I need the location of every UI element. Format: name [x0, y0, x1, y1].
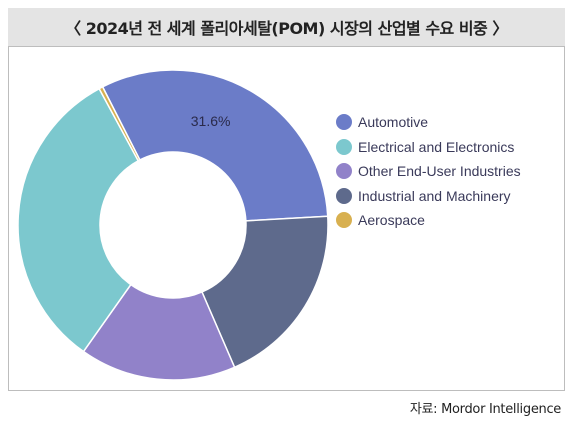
donut-slice-industrial-and-machinery	[201, 215, 329, 369]
donut-data-label: 31.6%	[191, 113, 231, 129]
legend-swatch	[336, 114, 352, 131]
donut-slice-electrical-and-electronics	[17, 87, 140, 353]
donut-slice-aerospace	[98, 85, 141, 162]
legend-swatch	[336, 163, 352, 180]
chart-legend: Automotive Electrical and Electronics Othe…	[336, 110, 521, 233]
legend-label: Aerospace	[358, 212, 425, 229]
source-note: 자료: Mordor Intelligence	[409, 402, 561, 417]
legend-swatch	[336, 212, 352, 229]
legend-item: Automotive	[336, 110, 521, 135]
legend-label: Industrial and Machinery	[358, 187, 511, 204]
legend-swatch	[336, 138, 352, 155]
legend-item: Aerospace	[336, 208, 521, 233]
legend-label: Electrical and Electronics	[358, 138, 515, 155]
legend-swatch	[336, 187, 352, 204]
legend-item: Other End-User Industries	[336, 159, 521, 184]
donut-slice-other-end-user-industries	[82, 283, 236, 381]
chart-title: 〈 2024년 전 세계 폴리아세탈(POM) 시장의 산업별 수요 비중 〉	[8, 8, 565, 46]
legend-item: Electrical and Electronics	[336, 135, 521, 160]
donut-slice-automotive	[101, 69, 329, 222]
legend-label: Other End-User Industries	[358, 163, 521, 180]
legend-item: Industrial and Machinery	[336, 184, 521, 209]
legend-label: Automotive	[358, 114, 429, 131]
